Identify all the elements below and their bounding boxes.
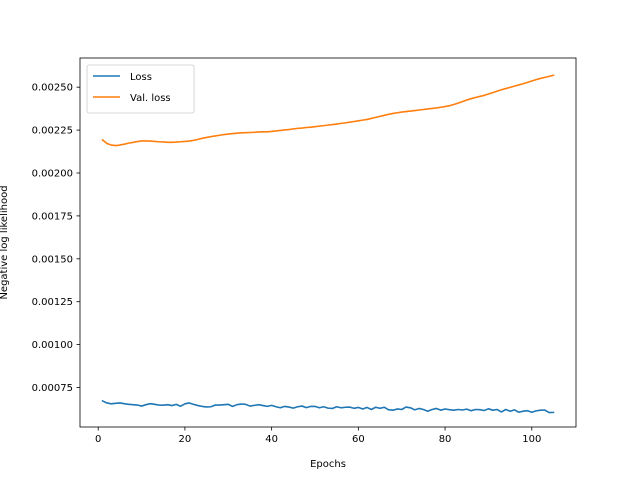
x-tick-label: 100	[522, 434, 541, 445]
y-tick-label: 0.00225	[32, 126, 73, 137]
y-axis-label: Negative log likelihood	[0, 185, 10, 299]
series-layer	[101, 74, 555, 414]
x-axis-label: Epochs	[310, 459, 346, 470]
legend-label-0: Loss	[130, 72, 152, 83]
y-tick-label: 0.00100	[32, 340, 73, 351]
legend-label-1: Val. loss	[130, 93, 171, 104]
x-tick-label: 60	[352, 434, 365, 445]
y-tick-label: 0.00075	[32, 383, 73, 394]
y-tick-label: 0.00125	[32, 297, 73, 308]
legend-box	[86, 64, 195, 114]
y-tick-label: 0.00175	[32, 211, 73, 222]
series-line-1	[101, 74, 555, 147]
y-tick-label: 0.00200	[32, 168, 73, 179]
x-tick-label: 80	[439, 434, 452, 445]
x-tick-label: 40	[265, 434, 278, 445]
x-axis-ticks: 0 20 40 60 80 100	[95, 427, 541, 445]
x-tick-label: 20	[179, 434, 192, 445]
legend: Loss Val. loss	[86, 64, 195, 114]
y-tick-label: 0.00250	[32, 83, 73, 94]
plot-area-frame	[79, 57, 577, 428]
y-tick-label: 0.00150	[32, 254, 73, 265]
y-axis-ticks: 0.00075 0.00100 0.00125 0.00150 0.00175 0.002…	[32, 83, 80, 394]
plot-area-background	[80, 58, 576, 427]
series-line-0	[101, 399, 555, 414]
x-tick-label: 0	[95, 434, 101, 445]
